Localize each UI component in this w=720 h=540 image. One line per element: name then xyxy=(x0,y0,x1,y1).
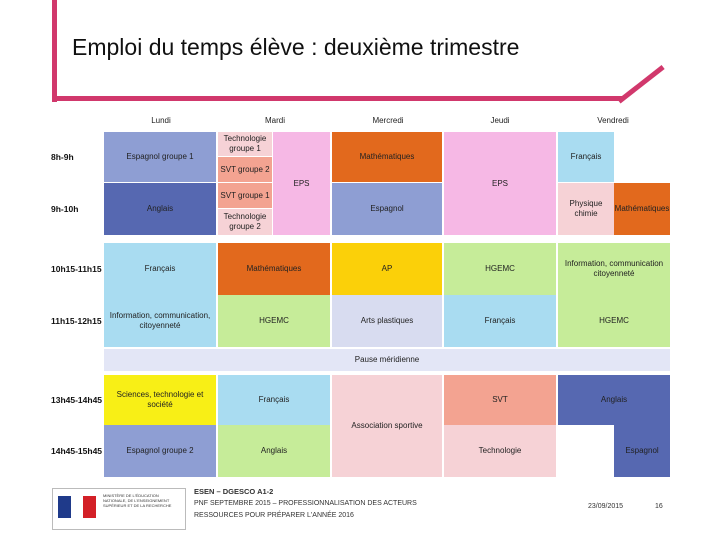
course-cell: Espagnol groupe 2 xyxy=(104,425,216,477)
time-slot-label: 8h-9h xyxy=(51,152,74,162)
lunch-break-bar: Pause méridienne xyxy=(104,349,670,371)
accent-frame-diagonal xyxy=(617,65,665,104)
footer-line-2: PNF SEPTEMBRE 2015 – PROFESSIONNALISATIO… xyxy=(194,500,417,507)
course-cell: Espagnol xyxy=(332,183,442,235)
course-cell: Technologie groupe 2 xyxy=(218,209,272,235)
time-slot-label: 14h45-15h45 xyxy=(51,446,103,456)
course-cell: HGEMC xyxy=(558,295,670,347)
time-slot-label: 11h15-12h15 xyxy=(51,316,102,326)
course-cell: Mathématiques xyxy=(614,183,670,235)
day-header-wednesday: Mercredi xyxy=(372,116,404,125)
course-cell: SVT groupe 1 xyxy=(218,183,272,208)
french-flag-icon xyxy=(58,496,97,518)
time-slot-label: 10h15-11h15 xyxy=(51,264,102,274)
ministry-logo: MINISTÈRE DE L'ÉDUCATION NATIONALE, DE L… xyxy=(52,488,186,530)
page-number: 16 xyxy=(655,503,663,510)
accent-frame-horizontal xyxy=(52,96,622,101)
course-cell: Mathématiques xyxy=(218,243,330,295)
course-cell: Anglais xyxy=(218,425,330,477)
course-cell: Arts plastiques xyxy=(332,295,442,347)
course-cell: SVT xyxy=(444,375,556,425)
course-cell: HGEMC xyxy=(218,295,330,347)
course-cell: Anglais xyxy=(558,375,670,425)
course-cell: Français xyxy=(104,243,216,295)
course-cell: EPS xyxy=(273,132,330,235)
course-cell: Information, communication citoyenneté xyxy=(558,243,670,295)
day-header-thursday: Jeudi xyxy=(490,116,510,125)
course-cell: EPS xyxy=(444,132,556,235)
course-cell: Espagnol xyxy=(614,425,670,477)
time-slot-label: 9h-10h xyxy=(51,204,79,214)
course-cell: Français xyxy=(444,295,556,347)
course-cell: Mathématiques xyxy=(332,132,442,182)
footer-date: 23/09/2015 xyxy=(588,503,624,510)
logo-text: MINISTÈRE DE L'ÉDUCATION NATIONALE, DE L… xyxy=(103,493,172,508)
course-cell: HGEMC xyxy=(444,243,556,295)
footer-line-1: ESEN – DGESCO A1-2 xyxy=(194,487,274,496)
day-header-monday: Lundi xyxy=(151,116,171,125)
course-cell: Technologie xyxy=(444,425,556,477)
course-cell: Sciences, technologie et société xyxy=(104,375,216,425)
course-cell: Anglais xyxy=(104,183,216,235)
day-header-friday: Vendredi xyxy=(597,116,629,125)
timetable: Lundi Mardi Mercredi Jeudi Vendredi 8h-9… xyxy=(46,113,672,477)
day-header-tuesday: Mardi xyxy=(264,116,285,125)
footer-line-3: RESSOURCES POUR PRÉPARER L'ANNÉE 2016 xyxy=(194,512,354,519)
footer-text: ESEN – DGESCO A1-2 PNF SEPTEMBRE 2015 – … xyxy=(194,486,417,522)
course-cell: Association sportive xyxy=(332,375,442,477)
course-cell: SVT groupe 2 xyxy=(218,157,272,182)
course-cell: Physique chimie xyxy=(558,183,614,235)
slide-title: Emploi du temps élève : deuxième trimest… xyxy=(72,34,520,60)
course-cell: Technologie groupe 1 xyxy=(218,132,272,156)
course-cell: Espagnol groupe 1 xyxy=(104,132,216,182)
course-cell: Français xyxy=(558,132,614,182)
course-cell: Français xyxy=(218,375,330,425)
time-slot-label: 13h45-14h45 xyxy=(51,395,103,405)
accent-frame-vertical xyxy=(52,0,57,102)
course-cell: AP xyxy=(332,243,442,295)
course-cell: Information, communication, citoyenneté xyxy=(104,295,216,347)
